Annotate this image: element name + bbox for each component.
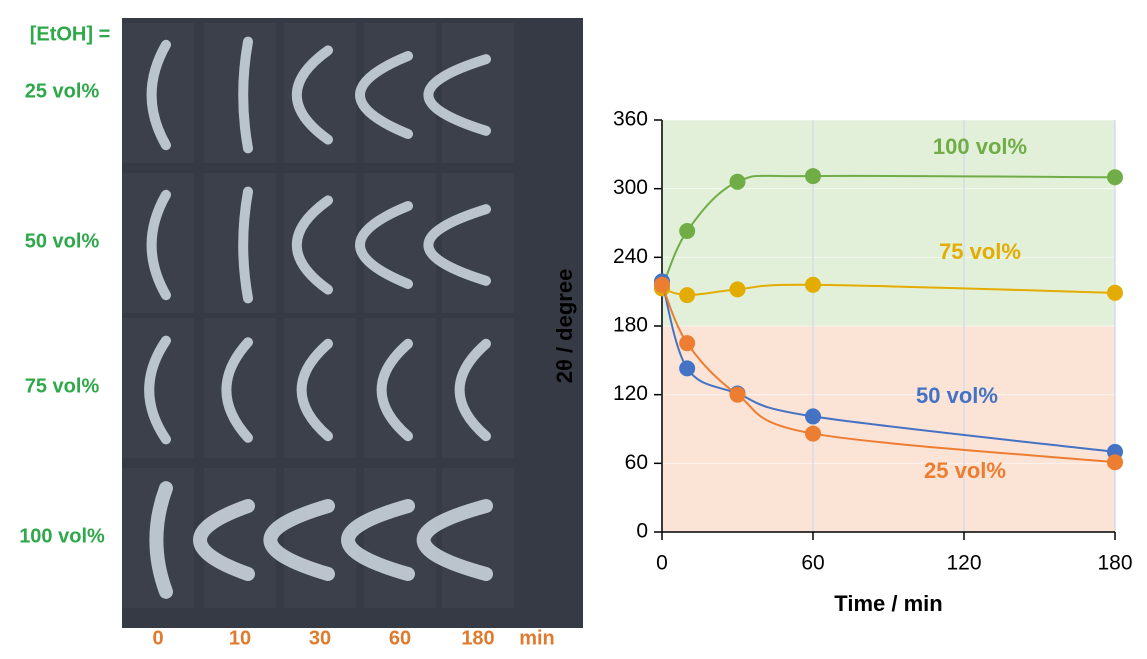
column-label: 180 — [461, 627, 494, 649]
data-point — [679, 360, 695, 376]
photo-cell — [122, 173, 194, 313]
figure: [EtOH] = 25 vol% 50 vol% 75 vol% 100 vol% 0 1… — [0, 0, 1147, 654]
photo-cell — [442, 468, 514, 608]
y-tick-label: 240 — [613, 245, 648, 268]
x-tick-label: 0 — [656, 552, 668, 575]
photo-cell — [364, 318, 436, 458]
photo-heading: [EtOH] = — [30, 23, 111, 45]
data-point — [654, 277, 670, 293]
photo-cell — [122, 23, 194, 163]
data-point — [805, 277, 821, 293]
column-unit: min — [519, 627, 555, 649]
row-label: 25 vol% — [25, 80, 100, 102]
gel-strip — [243, 192, 248, 299]
series-label: 100 vol% — [933, 134, 1027, 159]
x-tick-label: 180 — [1097, 552, 1132, 575]
data-point — [805, 426, 821, 442]
data-point — [730, 387, 746, 403]
data-point — [679, 223, 695, 239]
x-tick-label: 60 — [801, 552, 824, 575]
data-point — [679, 287, 695, 303]
y-tick-label: 180 — [613, 314, 648, 337]
x-tick-label: 120 — [946, 552, 981, 575]
series-label: 50 vol% — [916, 383, 998, 408]
photo-cell — [442, 318, 514, 458]
gel-strip — [243, 42, 248, 149]
y-tick-label: 120 — [613, 382, 648, 405]
y-tick-label: 360 — [613, 108, 648, 131]
row-label: 100 vol% — [19, 525, 105, 547]
data-point — [805, 408, 821, 424]
y-tick-label: 300 — [613, 176, 648, 199]
data-point — [1107, 454, 1123, 470]
data-point — [805, 168, 821, 184]
column-label: 60 — [389, 627, 411, 649]
row-label: 75 vol% — [25, 375, 100, 397]
series-label: 75 vol% — [939, 239, 1021, 264]
row-label: 50 vol% — [25, 230, 100, 252]
data-point — [730, 174, 746, 190]
photo-cell — [122, 318, 194, 458]
photo-cell — [442, 23, 514, 163]
data-point — [730, 281, 746, 297]
data-point — [1107, 169, 1123, 185]
y-tick-label: 0 — [636, 520, 648, 543]
shaded-region — [662, 326, 1115, 532]
shaded-region — [662, 120, 1115, 326]
column-label: 0 — [152, 627, 163, 649]
column-label: 10 — [229, 627, 251, 649]
x-axis-label: Time / min — [834, 591, 942, 616]
photo-cell — [204, 318, 276, 458]
photo-cell — [442, 173, 514, 313]
column-label: 30 — [309, 627, 331, 649]
y-tick-label: 60 — [625, 451, 648, 474]
series-label: 25 vol% — [924, 458, 1006, 483]
photo-cell — [284, 318, 356, 458]
y-axis-label: 2θ / degree — [552, 269, 577, 384]
data-point — [1107, 285, 1123, 301]
data-point — [679, 335, 695, 351]
